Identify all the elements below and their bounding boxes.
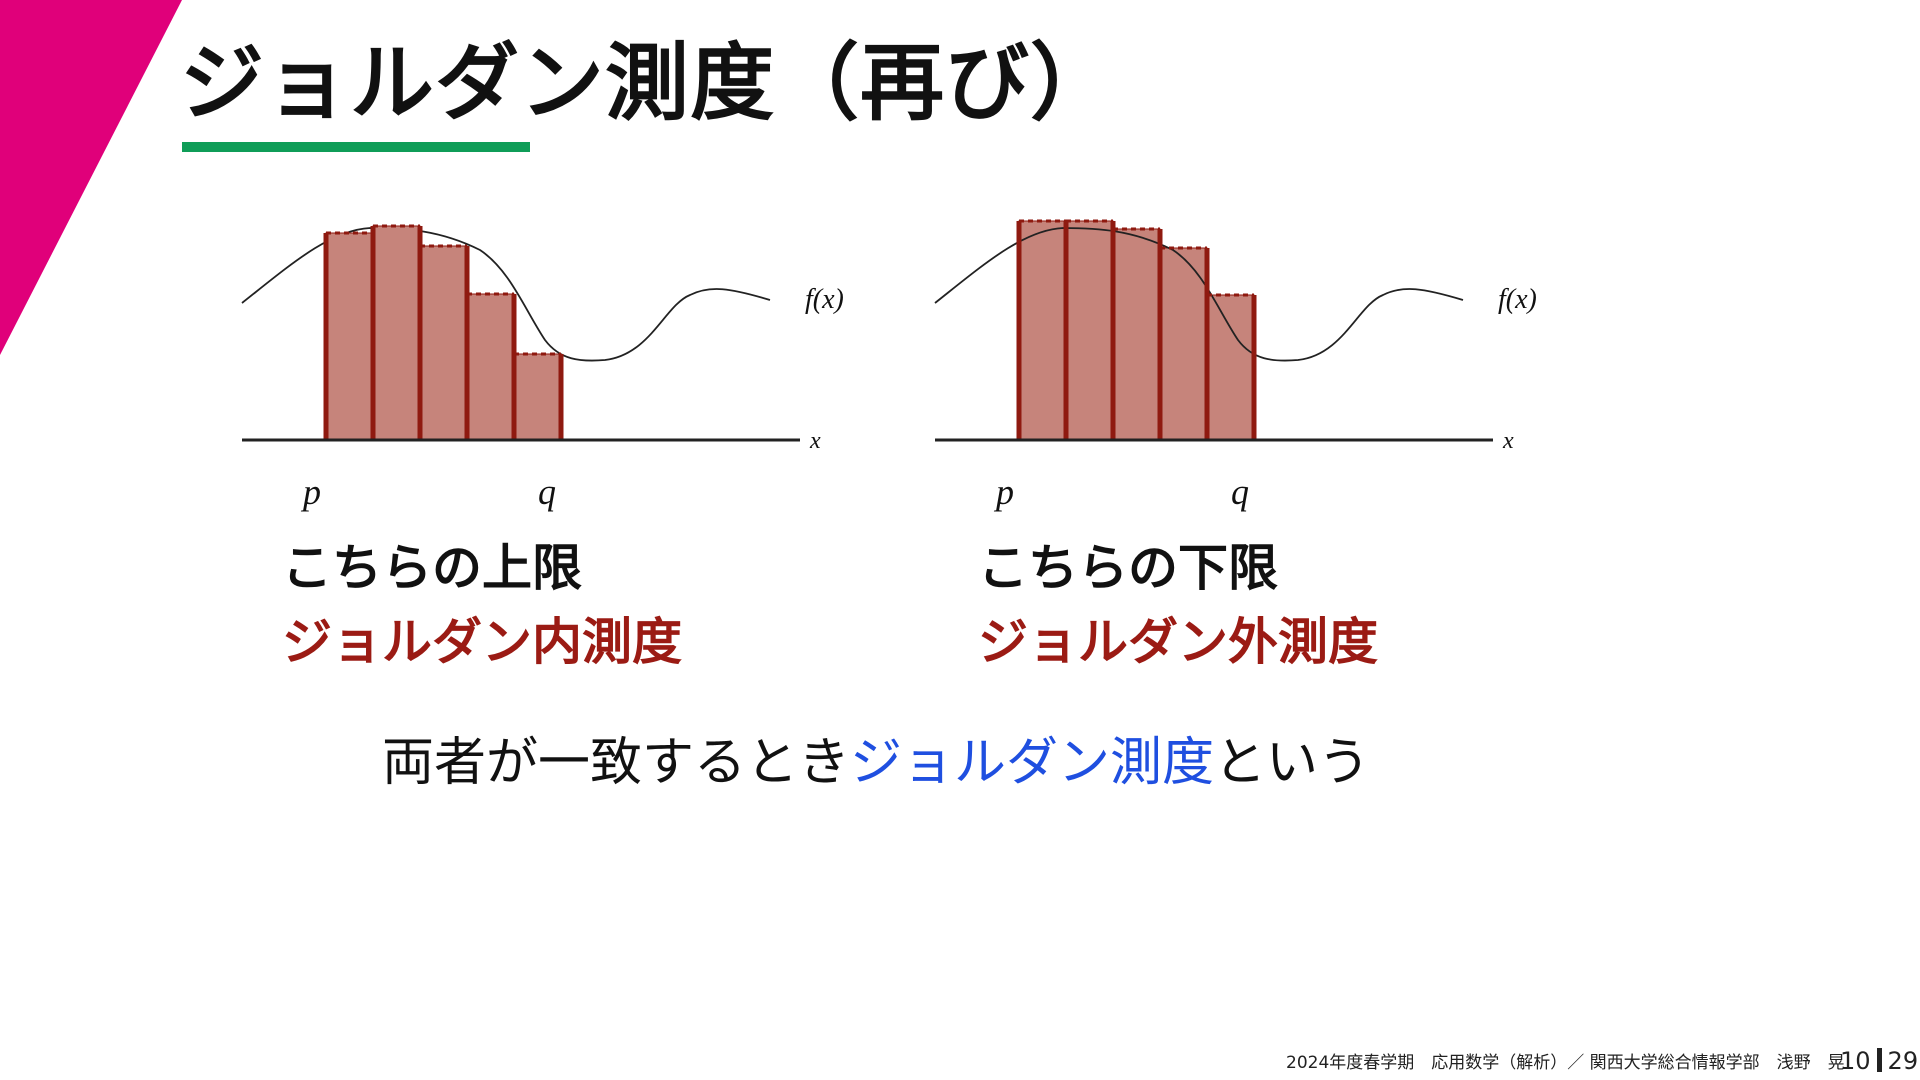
outer-measure-diagram: x f(x) p q: [934, 219, 1537, 512]
axis-x-label: x: [809, 428, 821, 454]
caption-supremum: こちらの上限: [282, 539, 582, 597]
caption-infimum: こちらの下限: [978, 539, 1278, 597]
p-label: p: [300, 472, 321, 512]
conclusion-suffix: という: [1214, 733, 1371, 793]
title-underline: [182, 142, 530, 152]
bar-1: [1018, 220, 1067, 441]
page-total: 29: [1887, 1047, 1919, 1075]
bar-3: [1112, 228, 1161, 441]
page-divider: [1876, 1048, 1882, 1072]
conclusion-text: 両者が一致するときジョルダン測度という: [382, 730, 1370, 796]
conclusion-prefix: 両者が一致するとき: [382, 733, 851, 793]
bar-4: [466, 293, 515, 441]
conclusion-highlight: ジョルダン測度: [850, 733, 1215, 793]
function-curve: [241, 227, 771, 362]
caption-outer-measure: ジョルダン外測度: [978, 613, 1378, 671]
q-label: q: [1231, 472, 1249, 512]
function-label: f(x): [805, 284, 844, 315]
figure-inner-measure: x f(x) p q: [230, 200, 850, 540]
inner-measure-diagram: x f(x) p q: [241, 224, 844, 512]
bar-dividers: [1016, 221, 1257, 440]
function-label: f(x): [1498, 284, 1537, 315]
corner-accent-triangle: [0, 0, 182, 355]
axis-x-label: x: [1502, 428, 1514, 454]
function-curve: [934, 227, 1464, 362]
bar-dividers: [323, 226, 564, 440]
bar-3: [419, 245, 468, 441]
bar-top-dashes: [326, 224, 561, 356]
slide-title: ジョルダン測度（再び）: [180, 34, 1116, 132]
q-label: q: [538, 472, 556, 512]
bar-2: [372, 225, 421, 441]
bar-2: [1065, 220, 1114, 441]
page-number: 10 29: [1840, 1046, 1918, 1076]
footer-course-info: 2024年度春学期 応用数学（解析）／ 関西大学総合情報学部 浅野 晃: [1286, 1053, 1845, 1073]
bar-top-dashes: [1019, 219, 1254, 297]
page-current: 10: [1840, 1047, 1871, 1075]
p-label: p: [993, 472, 1014, 512]
bar-1: [325, 232, 374, 441]
figure-outer-measure: x f(x) p q: [923, 200, 1543, 540]
bar-5: [513, 353, 562, 441]
caption-inner-measure: ジョルダン内測度: [282, 613, 682, 671]
bar-5: [1206, 294, 1255, 441]
